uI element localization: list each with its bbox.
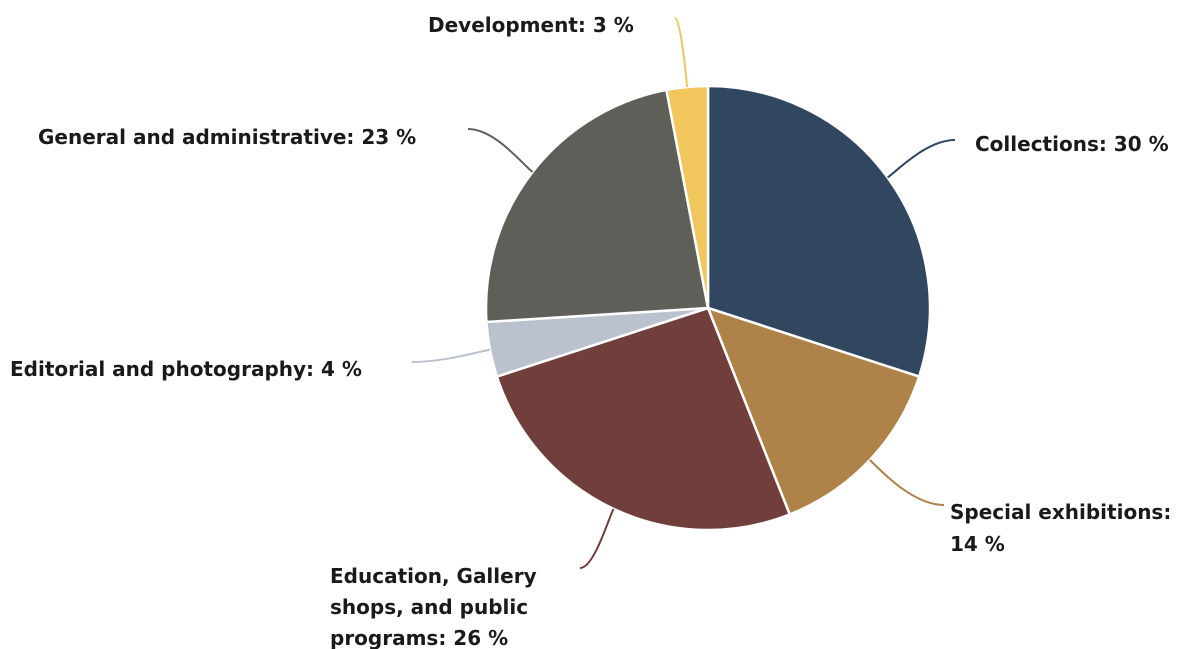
label-education-line-2: shops, and public <box>330 595 528 619</box>
label-education: Education, Gallery shops, and public pro… <box>330 564 544 649</box>
connector-development <box>674 17 689 88</box>
label-collections: Collections: 30 % <box>975 132 1169 156</box>
connector-general-and-administrative <box>467 128 534 173</box>
label-education-line-3: programs: 26 % <box>330 626 508 649</box>
label-special-exhibitions-line-2: 14 % <box>950 532 1005 556</box>
pie-slices <box>484 84 932 532</box>
connector-collections <box>887 139 956 179</box>
label-special-exhibitions: Special exhibitions: 14 % <box>950 500 1178 556</box>
label-editorial: Editorial and photography: 4 % <box>10 357 362 381</box>
label-education-line-1: Education, Gallery <box>330 564 537 588</box>
label-development: Development: 3 % <box>428 13 634 37</box>
connector-education-gallery-shops-and-public-programs <box>579 508 615 569</box>
connector-special-exhibitions <box>869 459 945 506</box>
label-connectors <box>411 17 956 569</box>
connector-editorial-and-photography <box>411 348 491 363</box>
label-special-exhibitions-line-1: Special exhibitions: <box>950 500 1171 524</box>
label-general-admin: General and administrative: 23 % <box>38 125 416 149</box>
slice-labels: Collections: 30 % Special exhibitions: 1… <box>10 13 1178 649</box>
